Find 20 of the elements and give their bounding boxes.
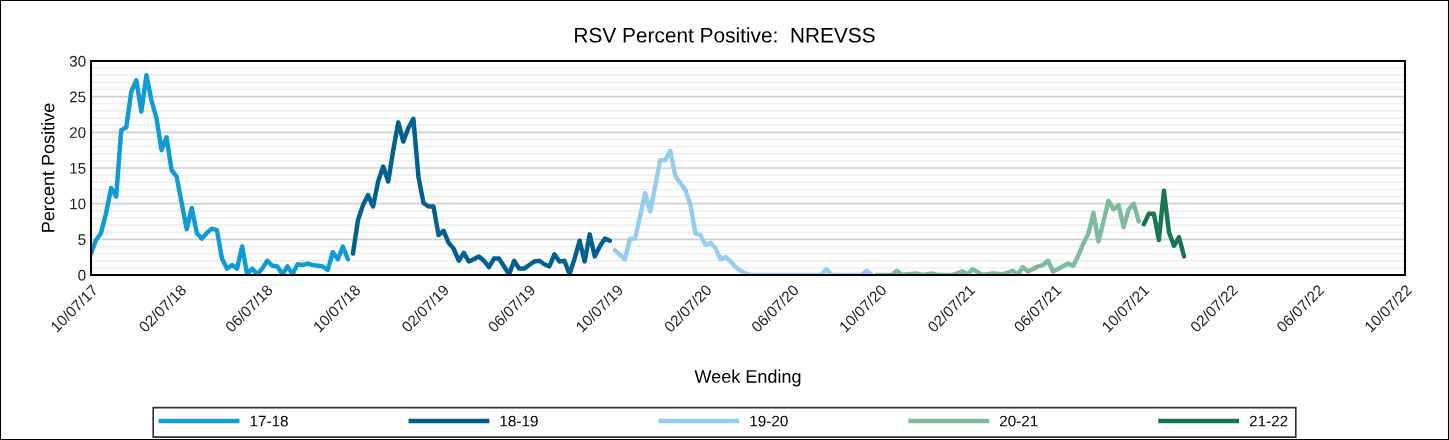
legend-label: 18-19 bbox=[500, 415, 538, 427]
y-tick-label: 15 bbox=[70, 163, 86, 174]
y-tick-label: 10 bbox=[70, 198, 86, 210]
y-axis-title: Percent Positive bbox=[41, 103, 55, 232]
legend-label: 21-22 bbox=[1249, 415, 1288, 427]
line-series bbox=[91, 73, 351, 275]
x-axis-title: Week Ending bbox=[694, 369, 801, 387]
legend-label: 17-18 bbox=[250, 415, 288, 427]
line-series bbox=[874, 198, 1141, 275]
y-tick-label: 30 bbox=[69, 55, 86, 67]
y-tick-label: 20 bbox=[69, 127, 86, 139]
legend-label: 20-21 bbox=[999, 415, 1038, 427]
y-tick-label: 0 bbox=[78, 269, 86, 281]
line-series bbox=[612, 148, 874, 275]
chart-title: RSV Percent Positive: NREVSS bbox=[575, 27, 875, 43]
line-series bbox=[1141, 188, 1187, 259]
y-tick-label: 5 bbox=[78, 234, 86, 246]
y-tick-label: 25 bbox=[69, 91, 86, 103]
line-series bbox=[350, 116, 613, 275]
legend-label: 19-20 bbox=[750, 415, 788, 427]
